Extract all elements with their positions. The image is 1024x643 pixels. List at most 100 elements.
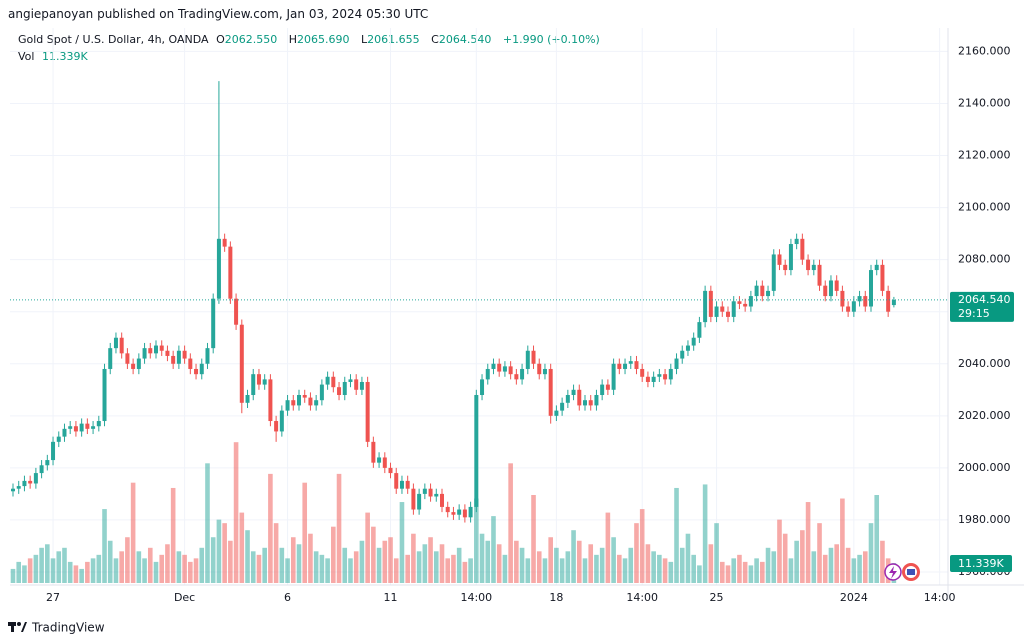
ohlc: O2062.550 <box>216 33 281 46</box>
volume-bar <box>777 519 782 583</box>
volume-bar <box>365 512 370 583</box>
candle-body <box>279 410 284 432</box>
candle-body <box>159 345 164 351</box>
candle-body <box>211 298 216 349</box>
volume-title: Vol <box>18 50 35 63</box>
volume-bar <box>571 530 576 583</box>
y-tick-label: 2020.000 <box>958 409 1011 422</box>
candle-body <box>216 238 221 299</box>
volume-bar <box>33 554 39 583</box>
volume-bar <box>342 547 348 583</box>
volume-bar <box>628 547 634 583</box>
volume-bar <box>794 540 799 583</box>
volume-bar <box>491 516 496 583</box>
volume-bar <box>811 551 817 583</box>
volume-bar <box>296 544 302 583</box>
volume-bar <box>702 484 708 583</box>
candle-body <box>62 428 67 437</box>
candle-body <box>113 337 118 349</box>
volume-bar <box>399 502 405 583</box>
volume-bar <box>880 540 885 583</box>
candle-body <box>777 254 782 265</box>
candle-body <box>497 363 502 372</box>
candle-body <box>628 361 633 364</box>
volume-bar <box>170 487 176 583</box>
volume-bar <box>588 544 594 583</box>
volume-bar <box>554 547 559 583</box>
volume-bar <box>468 558 473 583</box>
volume-bar <box>210 537 216 583</box>
volume-bar <box>657 554 662 583</box>
volume-bar <box>857 554 862 583</box>
volume-bar <box>302 482 308 583</box>
candle-body <box>451 512 456 515</box>
candle-body <box>394 473 399 489</box>
x-tick-label: 11 <box>384 591 398 604</box>
footer-brand: TradingView <box>31 621 105 635</box>
candle-body <box>371 441 376 463</box>
volume-bar <box>479 533 485 583</box>
volume-tag <box>950 555 1012 573</box>
candle-body <box>165 350 170 356</box>
change: +1.990 (+0.10%) <box>502 33 600 46</box>
candle-body <box>22 480 27 487</box>
candle-body <box>760 285 765 297</box>
candle-body <box>668 368 673 380</box>
volume-bar <box>422 544 428 583</box>
candle-body <box>85 423 90 429</box>
candle-body <box>731 301 736 317</box>
volume-bar <box>445 558 451 583</box>
candle-body <box>611 363 616 390</box>
candle-body <box>634 361 639 369</box>
volume-bar <box>439 544 445 583</box>
candle-body <box>623 363 628 369</box>
volume-bar <box>348 558 353 583</box>
volume-bar <box>285 558 290 583</box>
volume-bar <box>216 519 222 583</box>
volume-bar <box>634 523 639 583</box>
candle-body <box>462 509 467 518</box>
volume-bar <box>582 558 588 583</box>
volume-bar <box>719 561 725 583</box>
candle-body <box>594 394 599 406</box>
candle-body <box>685 345 690 351</box>
volume-bar <box>325 558 330 583</box>
volume-bar <box>245 530 250 583</box>
candle-body <box>297 394 301 406</box>
volume-bar <box>405 554 410 583</box>
volume-bar <box>142 558 147 583</box>
candle-body <box>737 301 742 304</box>
candle-body <box>874 264 879 271</box>
candle-body <box>199 363 204 375</box>
volume-tag-label: 11.339K <box>958 557 1004 570</box>
ohlc-key: L <box>361 33 368 46</box>
volume-bar <box>428 537 433 583</box>
candle-body <box>365 381 370 442</box>
y-tick-label: 2140.000 <box>958 96 1011 109</box>
volume-bar <box>67 561 73 583</box>
candle-body <box>645 376 650 382</box>
volume-bar <box>50 558 56 583</box>
volume-bar <box>645 544 651 583</box>
volume-bar <box>485 540 491 583</box>
candle-body <box>39 465 44 474</box>
volume-bar <box>771 551 777 583</box>
volume-bar <box>708 544 714 583</box>
candle-body <box>205 348 210 364</box>
volume-bar <box>233 442 239 583</box>
volume-bar <box>617 554 622 583</box>
candle-body <box>11 488 15 492</box>
candle-body <box>234 298 239 325</box>
volume-bar <box>748 565 754 583</box>
volume-bar <box>119 551 124 583</box>
volume-bar <box>840 498 845 583</box>
volume-bar <box>714 523 719 583</box>
candle-body <box>674 358 679 369</box>
candle-body <box>891 299 896 306</box>
volume-bar <box>525 558 531 583</box>
volume-bar <box>176 551 182 583</box>
volume-bar <box>27 558 33 583</box>
volume-bar <box>851 558 857 583</box>
volume-bar <box>39 547 44 583</box>
